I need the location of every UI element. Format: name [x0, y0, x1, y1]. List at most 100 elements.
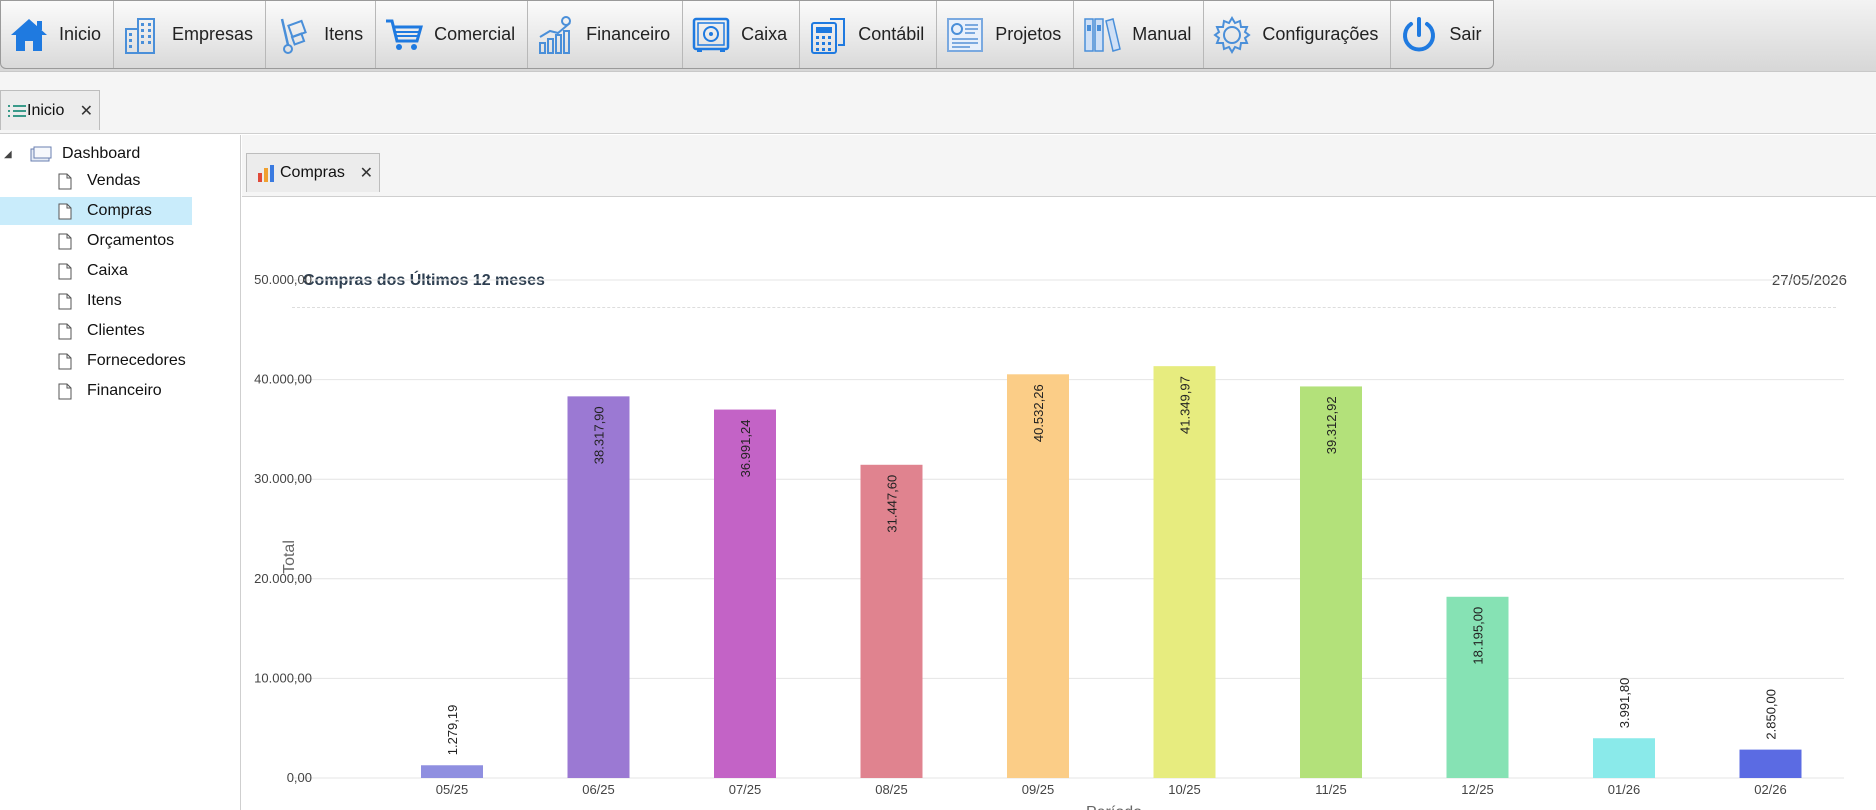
menu-item-manual[interactable]: Manual	[1074, 1, 1205, 68]
menu-item-itens[interactable]: Itens	[266, 1, 377, 68]
x-tick-label: 08/25	[875, 782, 908, 797]
menu-label: Projetos	[995, 24, 1062, 44]
document-icon	[58, 323, 72, 339]
x-axis-label: Período	[1086, 804, 1142, 810]
data-label: 2.850,00	[1764, 689, 1779, 740]
x-tick-label: 05/25	[436, 782, 469, 797]
bar-09-25	[1007, 374, 1069, 778]
collapse-arrow-icon[interactable]: ◢	[4, 148, 12, 160]
menu-item-configuracoes[interactable]: Configurações	[1204, 1, 1392, 68]
x-tick-label: 11/25	[1315, 782, 1347, 797]
y-tick-label: 50.000,00	[254, 272, 312, 287]
tab-label: Inicio	[27, 101, 65, 119]
document-icon	[58, 203, 72, 219]
menu-label: Manual	[1132, 24, 1192, 44]
x-tick-label: 01/26	[1608, 782, 1641, 797]
bar-12-25	[1446, 596, 1509, 778]
data-label: 36.991,24	[738, 420, 753, 478]
document-icon	[58, 353, 72, 369]
bar-chart-icon	[258, 165, 274, 182]
document-icon	[58, 233, 72, 249]
x-tick-label: 09/25	[1022, 782, 1055, 797]
menu-item-empresas[interactable]: Empresas	[114, 1, 267, 68]
data-label: 38.317,90	[592, 406, 607, 464]
safe-icon	[689, 13, 733, 57]
sidebar-item-label: Compras	[87, 202, 152, 219]
data-label: 41.349,97	[1178, 376, 1193, 434]
menu-item-projetos[interactable]: Projetos	[937, 1, 1075, 68]
sidebar-item-label: Clientes	[87, 322, 145, 339]
data-label: 1.279,19	[445, 705, 460, 756]
data-label: 39.312,92	[1324, 396, 1339, 454]
menu-label: Financeiro	[586, 24, 671, 44]
gear-icon	[1210, 13, 1254, 57]
sidebar-item-caixa[interactable]: Caixa	[0, 257, 192, 285]
bar-08-25	[860, 464, 923, 778]
tree-root-label: Dashboard	[62, 145, 141, 162]
bar-01-26	[1593, 738, 1655, 778]
menu-label: Contábil	[858, 24, 925, 44]
main-tab-strip: Inicio ✕	[0, 72, 1876, 134]
main-menu: Inicio Empresas Itens Comercial Financei…	[0, 0, 1495, 69]
bar-05-25	[421, 765, 483, 778]
menu-label: Itens	[324, 24, 364, 44]
dashboard-board-icon	[943, 13, 987, 57]
y-tick-label: 0,00	[287, 770, 312, 785]
calculator-icon	[806, 13, 850, 57]
sidebar-item-label: Financeiro	[87, 382, 162, 399]
title-separator	[292, 307, 1836, 308]
buildings-icon	[120, 13, 164, 57]
cart-icon	[382, 13, 426, 57]
hand-truck-icon	[272, 13, 316, 57]
menu-item-inicio[interactable]: Inicio	[1, 1, 115, 68]
list-icon	[8, 104, 26, 117]
sidebar-item-label: Vendas	[87, 172, 141, 189]
y-tick-label: 40.000,00	[254, 372, 312, 387]
x-tick-label: 02/26	[1754, 782, 1787, 797]
power-icon	[1397, 13, 1441, 57]
x-tick-label: 10/25	[1168, 782, 1201, 797]
bar-11-25	[1300, 386, 1362, 778]
sidebar-item-clientes[interactable]: Clientes	[0, 317, 192, 345]
menu-label: Configurações	[1262, 24, 1379, 44]
y-tick-label: 20.000,00	[254, 571, 312, 586]
top-menu-bar: Inicio Empresas Itens Comercial Financei…	[0, 0, 1876, 72]
close-icon[interactable]: ✕	[359, 165, 373, 182]
home-icon	[7, 13, 51, 57]
bar-07-25	[714, 409, 776, 778]
document-icon	[58, 383, 72, 399]
tree-root-dashboard[interactable]: ◢ Dashboard	[0, 141, 140, 167]
tab-compras[interactable]: Compras ✕	[246, 153, 380, 192]
y-tick-label: 10.000,00	[254, 670, 312, 685]
close-icon[interactable]: ✕	[79, 102, 93, 120]
document-icon	[58, 263, 72, 279]
sidebar-item-itens[interactable]: Itens	[0, 287, 192, 315]
tab-inicio[interactable]: Inicio ✕	[0, 90, 100, 130]
menu-item-financeiro[interactable]: Financeiro	[528, 1, 684, 68]
menu-item-caixa[interactable]: Caixa	[683, 1, 801, 68]
sidebar: ◢ Dashboard Vendas Compras Orçamentos Ca…	[0, 135, 241, 810]
menu-item-sair[interactable]: Sair	[1391, 1, 1493, 68]
sidebar-item-orcamentos[interactable]: Orçamentos	[0, 227, 192, 255]
binders-icon	[1080, 13, 1124, 57]
content-panel: Compras ✕ Compras dos Últimos 12 meses 2…	[242, 135, 1876, 810]
sub-tab-strip: Compras ✕	[242, 135, 1876, 197]
sidebar-item-label: Fornecedores	[87, 352, 186, 369]
sidebar-item-financeiro[interactable]: Financeiro	[0, 377, 192, 405]
menu-label: Empresas	[172, 24, 254, 44]
folder-icon	[30, 146, 52, 162]
data-label: 3.991,80	[1617, 678, 1632, 729]
growth-chart-icon	[534, 13, 578, 57]
document-icon	[58, 173, 72, 189]
data-label: 18.195,00	[1471, 607, 1486, 665]
sidebar-item-fornecedores[interactable]: Fornecedores	[0, 347, 192, 375]
data-label: 40.532,26	[1031, 384, 1046, 442]
data-label: 31.447,60	[885, 475, 900, 533]
x-tick-label: 06/25	[582, 782, 615, 797]
sidebar-item-vendas[interactable]: Vendas	[0, 167, 192, 195]
menu-item-comercial[interactable]: Comercial	[376, 1, 529, 68]
document-icon	[58, 293, 72, 309]
x-tick-label: 07/25	[729, 782, 762, 797]
menu-item-contabil[interactable]: Contábil	[800, 1, 938, 68]
sidebar-item-compras[interactable]: Compras	[0, 197, 192, 225]
